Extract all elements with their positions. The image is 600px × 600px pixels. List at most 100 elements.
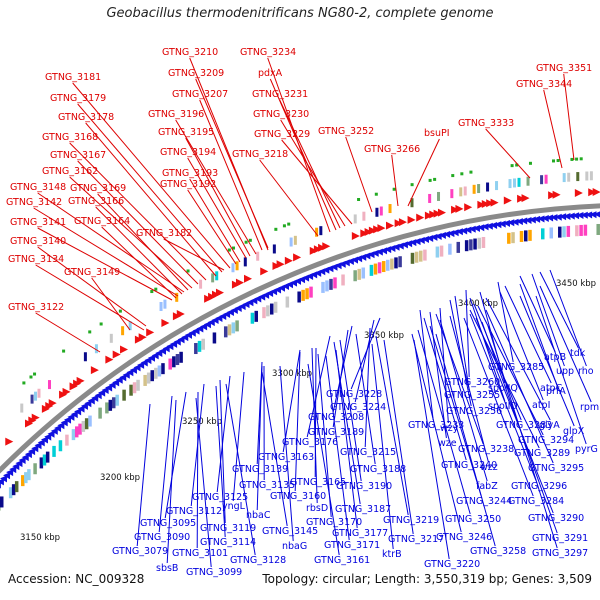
reverse-gene-block xyxy=(398,256,402,268)
reverse-gene-arrow xyxy=(47,430,55,438)
forward-gene-block xyxy=(159,301,163,311)
reverse-gene-arrow xyxy=(70,411,78,419)
reverse-label-leader xyxy=(539,271,579,349)
reverse-gene-block xyxy=(473,238,477,250)
reverse-label-leader xyxy=(215,385,226,538)
reverse-gene-block xyxy=(305,288,309,300)
reverse-label-leader xyxy=(454,295,470,391)
reverse-label-leader xyxy=(449,299,472,407)
reverse-label-leader xyxy=(485,297,551,421)
reverse-gene-arrow xyxy=(122,371,130,379)
forward-label-leader xyxy=(199,99,263,251)
reverse-gene-block xyxy=(223,326,228,338)
reverse-gene-arrow xyxy=(181,334,189,342)
reverse-gene-label: spoIID xyxy=(488,401,518,412)
forward-gene-arrow xyxy=(386,221,395,230)
reverse-gene-label: GTNG_3297 xyxy=(532,548,588,559)
reverse-label-leader xyxy=(469,313,537,482)
forward-gene-label: GTNG_3193 xyxy=(162,168,218,179)
forward-gene-block xyxy=(437,191,441,201)
kbp-tick-label: 3450 kbp xyxy=(556,279,596,289)
forward-label-leader xyxy=(77,160,199,285)
forward-gene-block xyxy=(121,326,125,336)
reverse-gene-label: GTNG_3101 xyxy=(172,548,228,559)
reverse-gene-arrow xyxy=(481,223,489,231)
reverse-gene-label: GTNG_3250 xyxy=(445,514,501,525)
reverse-label-leader xyxy=(364,327,371,448)
reverse-gene-block xyxy=(212,332,217,344)
reverse-gene-block xyxy=(511,232,515,244)
reverse-gene-block xyxy=(136,379,140,391)
reverse-gene-block xyxy=(562,226,566,238)
reverse-gene-arrow xyxy=(162,345,170,353)
reverse-gene-block xyxy=(377,262,382,274)
rna-marker xyxy=(392,187,396,191)
reverse-gene-label: GTNG_3160 xyxy=(270,491,326,502)
reverse-gene-arrow xyxy=(98,389,106,397)
reverse-gene-label: GTNG_3187 xyxy=(335,504,391,515)
reverse-gene-block xyxy=(579,224,583,236)
reverse-gene-arrow xyxy=(158,347,166,355)
reverse-gene-arrow xyxy=(137,361,145,369)
forward-label-leader xyxy=(345,136,373,213)
reverse-gene-label: GTNG_3145 xyxy=(262,526,318,537)
reverse-gene-block xyxy=(369,264,374,276)
forward-gene-label: GTNG_3196 xyxy=(148,109,204,120)
reverse-gene-arrow xyxy=(589,211,597,219)
forward-gene-label: GTNG_3210 xyxy=(162,47,218,58)
reverse-gene-label: GTNG_3290 xyxy=(528,513,584,524)
rna-marker xyxy=(433,177,437,181)
rna-marker xyxy=(118,309,122,313)
forward-gene-arrow xyxy=(313,245,322,254)
rna-marker xyxy=(248,238,252,242)
forward-gene-arrow xyxy=(120,345,129,354)
reverse-gene-block xyxy=(386,259,390,271)
reverse-label-leader xyxy=(306,335,331,438)
forward-gene-arrow xyxy=(416,213,425,222)
reverse-gene-arrow xyxy=(64,416,72,424)
reverse-gene-block xyxy=(297,291,301,303)
forward-gene-arrow xyxy=(161,319,170,328)
forward-gene-block xyxy=(163,299,167,309)
reverse-gene-arrow xyxy=(567,212,575,220)
reverse-gene-arrow xyxy=(550,214,558,222)
reverse-gene-arrow xyxy=(494,221,502,229)
reverse-gene-block xyxy=(301,289,305,301)
reverse-gene-label: GTNG_3099 xyxy=(186,567,242,578)
reverse-gene-arrow xyxy=(84,400,92,408)
reverse-label-leader xyxy=(294,351,301,492)
reverse-label-leader xyxy=(383,339,414,535)
forward-gene-arrow xyxy=(48,399,57,408)
reverse-gene-block xyxy=(11,484,16,496)
reverse-gene-block xyxy=(456,241,461,253)
reverse-gene-block xyxy=(507,232,511,244)
reverse-gene-arrow xyxy=(105,384,113,392)
reverse-label-leader xyxy=(307,363,340,556)
gene-feature-layer xyxy=(0,157,600,511)
forward-gene-label: GTNG_3351 xyxy=(536,63,592,74)
forward-gene-block xyxy=(353,214,357,224)
reverse-gene-block xyxy=(108,399,113,411)
forward-label-leader xyxy=(259,159,319,237)
forward-gene-label: GTNG_3141 xyxy=(10,217,66,228)
reverse-gene-block xyxy=(414,251,419,263)
rna-marker xyxy=(510,164,514,168)
rna-marker xyxy=(460,172,464,176)
reverse-label-leader xyxy=(429,325,482,497)
reverse-gene-block xyxy=(14,481,19,493)
reverse-gene-label: GTNG_3224 xyxy=(330,402,386,413)
reverse-label-leader xyxy=(164,391,187,519)
forward-gene-block xyxy=(128,321,132,331)
reverse-gene-block xyxy=(81,420,86,432)
forward-gene-arrow xyxy=(105,355,114,364)
reverse-gene-arrow xyxy=(155,350,163,358)
kbp-tick-label: 3300 kbp xyxy=(272,369,312,379)
reverse-gene-arrow xyxy=(528,216,536,224)
forward-gene-label: GTNG_3207 xyxy=(172,89,228,100)
reverse-gene-label: fabZ xyxy=(476,481,498,492)
reverse-gene-block xyxy=(566,225,571,237)
reverse-label-leader xyxy=(417,329,471,515)
forward-gene-arrow xyxy=(398,218,407,227)
forward-gene-block xyxy=(508,179,512,189)
